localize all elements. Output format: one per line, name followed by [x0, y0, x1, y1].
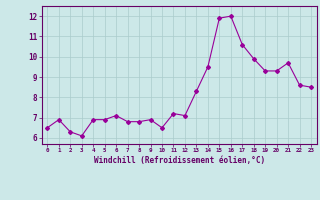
X-axis label: Windchill (Refroidissement éolien,°C): Windchill (Refroidissement éolien,°C): [94, 156, 265, 165]
